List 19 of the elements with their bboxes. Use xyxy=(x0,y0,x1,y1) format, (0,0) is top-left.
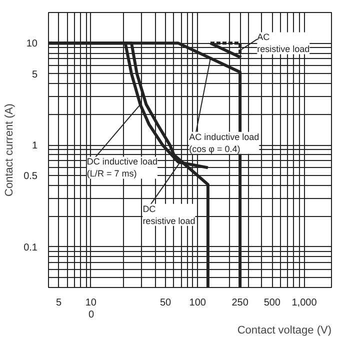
annotation: DC inductive load (L/R = 7 ms) xyxy=(86,156,158,179)
y-axis-title: Contact current (A) xyxy=(4,104,16,196)
text: 0 xyxy=(88,310,94,320)
x-axis-title: Contact voltage (V) xyxy=(237,324,332,336)
y-tick-label: 1 xyxy=(32,140,38,152)
x-tick-label: 250 xyxy=(232,298,249,308)
x-tick-label: 100 xyxy=(189,298,206,308)
y-tick-label: 5 xyxy=(32,69,38,80)
y-tick-label: 0.1 xyxy=(24,242,38,254)
y-tick-label: 10 xyxy=(26,38,38,50)
y-tick-label: 0.5 xyxy=(24,171,38,182)
x-tick-label: 50 xyxy=(160,298,172,308)
x-tick-label: 10 xyxy=(85,298,97,308)
x-tick-label: 5 xyxy=(56,298,62,308)
x-tick-label: 500 xyxy=(264,298,281,308)
annotation: AC inductive load (cos φ = 0.4) xyxy=(189,132,260,154)
annotation: DC resistive load xyxy=(142,204,196,226)
x-tick-label: 1,000 xyxy=(292,298,318,308)
annotation: AC resistive load xyxy=(257,32,310,54)
